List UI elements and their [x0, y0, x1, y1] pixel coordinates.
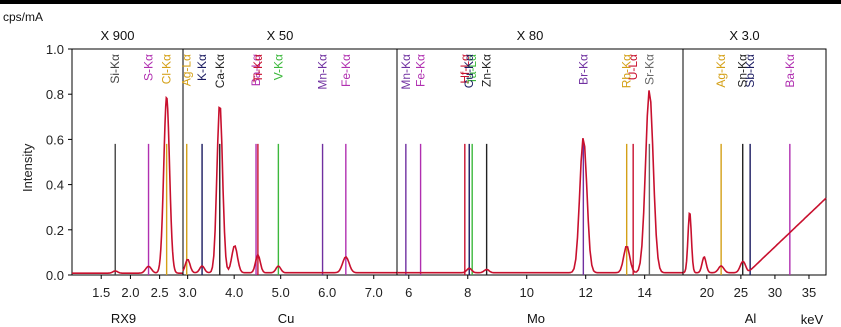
spectrum-line [397, 90, 683, 274]
x-unit-label: keV [801, 312, 824, 327]
element-marker-label: Hf-Lα [458, 54, 472, 84]
y-tick-label: 0.8 [46, 87, 64, 102]
panel-target-label: RX9 [111, 311, 136, 326]
element-marker-label: Fe-Kα [339, 54, 353, 87]
y-tick-label: 0.6 [46, 132, 64, 147]
y-tick-label: 0.2 [46, 223, 64, 238]
plot-frame [71, 48, 827, 276]
x-tick-label: 30 [768, 285, 782, 300]
x-tick-label: 7.0 [365, 285, 383, 300]
element-marker-label: Ti-Kα [251, 54, 265, 83]
panel-target-label: Mo [527, 311, 545, 326]
y-tick-label: 0.4 [46, 178, 64, 193]
x-tick-label: 4.0 [225, 285, 243, 300]
y-tick-label: 1.0 [46, 42, 64, 57]
top-border [0, 0, 841, 4]
element-marker-label: Mn-Kα [399, 54, 413, 90]
element-marker-label: Sb-Kα [743, 54, 757, 88]
x-tick-label: 35 [802, 285, 816, 300]
x-tick-label: 6 [405, 285, 412, 300]
panel-target-label: Al [745, 311, 757, 326]
x-tick-label: 3.0 [179, 285, 197, 300]
element-marker-label: Ba-Kα [783, 54, 797, 88]
x-tick-label: 2.5 [151, 285, 169, 300]
element-marker-label: Rb-Kα [620, 54, 634, 88]
spectrum-line [682, 197, 827, 274]
x-tick-label: 6.0 [318, 285, 336, 300]
element-marker-label: Ta-Lα [465, 54, 479, 84]
element-marker-label: Sn-Kα [736, 54, 750, 88]
element-marker-label: Fe-Kα [414, 54, 428, 87]
element-marker-label: Ag-Kα [714, 54, 728, 88]
x-tick-label: 20 [700, 285, 714, 300]
panel-multiplier-label: X 50 [267, 28, 294, 43]
element-marker-label: U-Lα [626, 54, 640, 80]
panel-multiplier-label: X 3.0 [729, 28, 759, 43]
element-marker-label: Ca-Kα [213, 54, 227, 88]
panel-multiplier-label: X 900 [101, 28, 135, 43]
element-marker-label: Zn-Kα [480, 54, 494, 87]
element-marker-label: S-Kα [142, 54, 156, 81]
element-marker-label: Ba-Lα [249, 54, 263, 86]
spectrum-line [182, 106, 397, 274]
element-marker-label: Mn-Kα [316, 54, 330, 90]
x-tick-label: 8 [464, 285, 471, 300]
element-marker-label: Cu-Kα [462, 54, 476, 88]
element-marker-label: Cl-Kα [160, 54, 174, 84]
x-tick-label: 25 [734, 285, 748, 300]
element-marker-label: Sr-Kα [642, 54, 656, 85]
panel-target-label: Cu [278, 311, 295, 326]
element-marker-label: Ag-Lα [180, 54, 194, 86]
panel-multiplier-label: X 80 [517, 28, 544, 43]
y-unit-label: cps/mA [3, 10, 43, 24]
element-marker-label: V-Kα [271, 54, 285, 80]
x-tick-label: 10 [519, 285, 533, 300]
element-marker-label: Br-Kα [576, 54, 590, 85]
x-tick-label: 12 [578, 285, 592, 300]
y-tick-label: 0.0 [46, 268, 64, 283]
x-tick-label: 2.0 [121, 285, 139, 300]
x-tick-label: 1.5 [92, 285, 110, 300]
y-axis-title: Intensity [20, 143, 35, 192]
element-marker-label: Si-Kα [108, 54, 122, 84]
element-marker-label: K-Kα [195, 54, 209, 81]
spectrum-line [72, 95, 183, 274]
x-tick-label: 5.0 [272, 285, 290, 300]
x-tick-label: 14 [637, 285, 651, 300]
